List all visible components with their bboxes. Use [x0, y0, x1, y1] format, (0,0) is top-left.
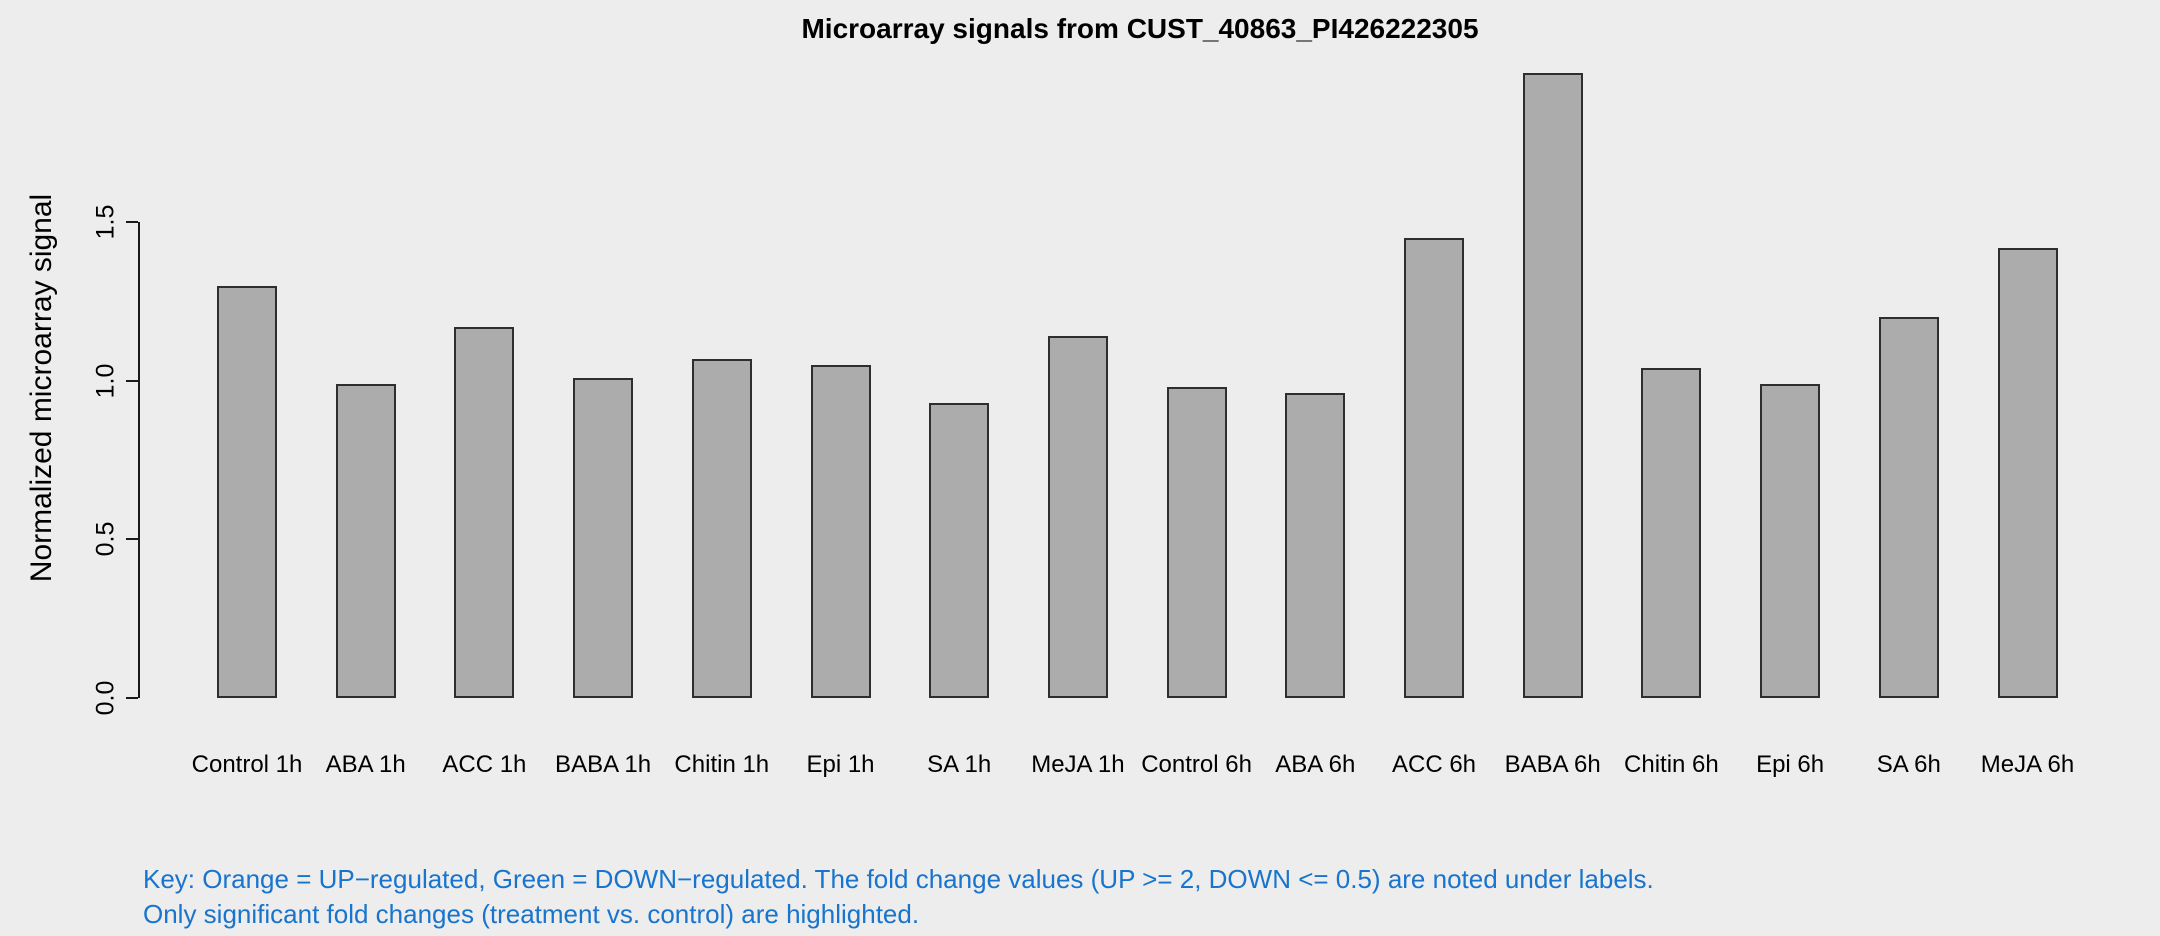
bar [1760, 384, 1821, 698]
x-category-label: ACC 6h [1391, 751, 1477, 778]
x-category-label: Control 6h [1141, 751, 1252, 778]
y-axis-label: Normalized microarray signal [25, 193, 58, 583]
x-category-label: BABA 6h [1504, 751, 1601, 778]
y-tick-mark [126, 379, 138, 382]
key-note-line-2: Only significant fold changes (treatment… [143, 899, 920, 929]
bar [691, 359, 752, 698]
bar [810, 365, 871, 698]
x-category-label: SA 6h [1876, 751, 1941, 778]
x-category-label: Chitin 1h [674, 751, 770, 778]
x-category-label: MeJA 6h [1980, 751, 2075, 778]
key-note: Key: Orange = UP−regulated, Green = DOWN… [143, 862, 1654, 932]
chart-title: Microarray signals from CUST_40863_PI426… [801, 13, 1479, 44]
x-category-label: Chitin 6h [1624, 751, 1719, 778]
bar [1285, 393, 1346, 698]
bar [573, 378, 634, 698]
x-category-label: Epi 1h [806, 751, 875, 778]
y-tick-label: 1.5 [91, 204, 120, 240]
y-tick-label: 1.0 [91, 363, 120, 399]
y-tick-mark [126, 538, 138, 541]
y-tick-label: 0.5 [91, 522, 120, 557]
x-category-label: SA 1h [927, 751, 992, 778]
bar [1878, 317, 1939, 698]
y-axis-line [138, 222, 140, 698]
bar [1166, 387, 1227, 698]
bar [1997, 248, 2058, 698]
key-note-line-1: Key: Orange = UP−regulated, Green = DOWN… [143, 864, 1654, 894]
x-category-label: ABA 1h [325, 751, 406, 778]
x-category-label: MeJA 1h [1031, 751, 1125, 778]
bar [1522, 73, 1583, 698]
bar [217, 286, 277, 698]
x-category-label: ACC 1h [442, 751, 527, 778]
bar [929, 403, 990, 698]
bar [335, 384, 396, 698]
x-category-label: Control 1h [191, 751, 303, 778]
x-category-label: Epi 6h [1756, 751, 1825, 778]
y-tick-label: 0.0 [91, 680, 120, 716]
y-tick-mark [126, 697, 138, 699]
bar [1404, 238, 1464, 698]
y-tick-mark [126, 221, 138, 224]
bar [1641, 368, 1702, 698]
x-category-label: BABA 1h [555, 751, 652, 778]
bar [1047, 336, 1108, 698]
bar [454, 327, 515, 698]
x-category-label: ABA 6h [1275, 751, 1356, 778]
